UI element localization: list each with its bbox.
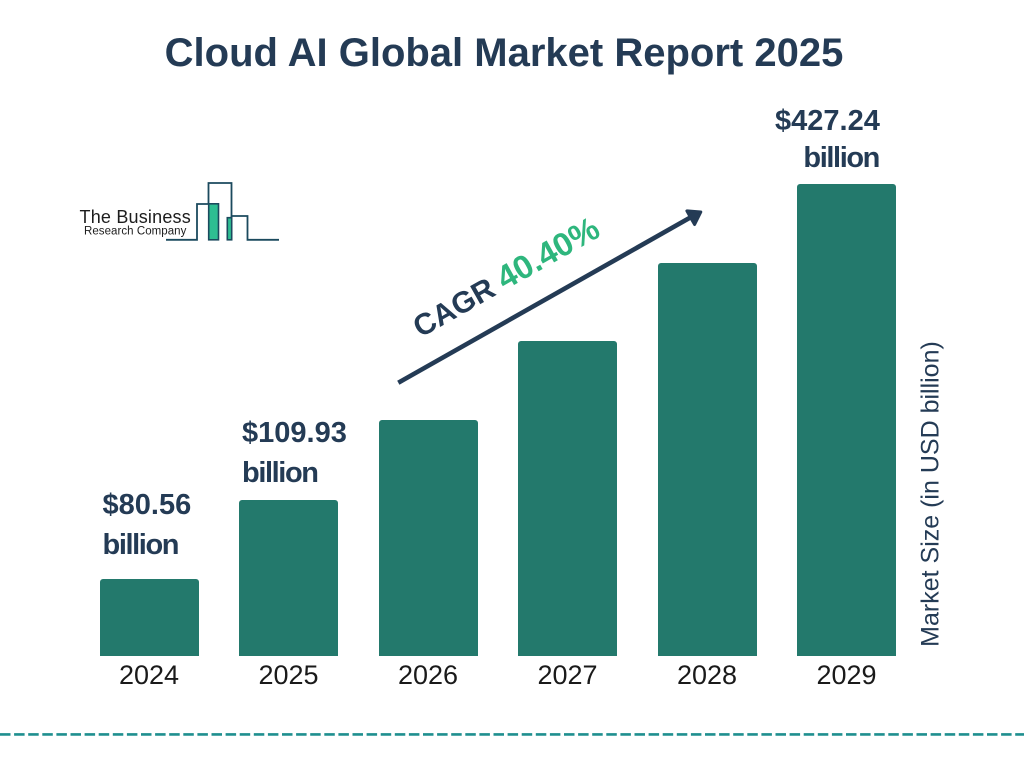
svg-text:The Business: The Business <box>80 207 191 227</box>
svg-text:Research Company: Research Company <box>84 226 187 238</box>
